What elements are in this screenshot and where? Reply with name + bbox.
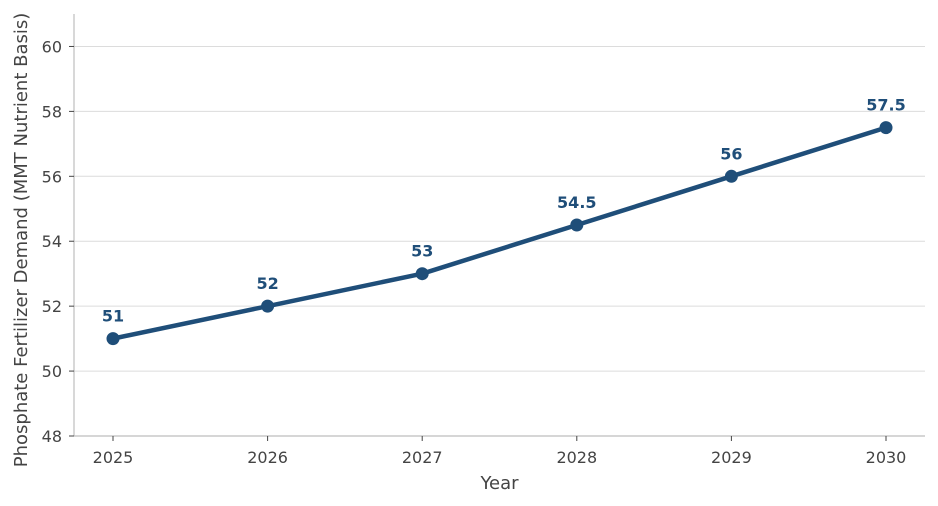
y-tick-label: 52 [42, 297, 62, 316]
x-tick-label: 2025 [93, 448, 134, 467]
y-tick-label: 50 [42, 362, 62, 381]
data-label: 53 [411, 242, 433, 261]
data-point [879, 121, 893, 135]
data-label: 52 [256, 274, 278, 293]
y-tick-label: 56 [42, 167, 62, 186]
gridlines [74, 45, 925, 372]
data-label: 54.5 [557, 193, 596, 212]
data-label: 56 [720, 144, 742, 163]
y-tick-label: 48 [42, 427, 62, 446]
series-line [110, 125, 889, 341]
y-tick-label: 58 [42, 102, 62, 121]
y-tick-label: 60 [42, 37, 62, 56]
x-tick-label: 2028 [556, 448, 597, 467]
data-point [261, 299, 275, 313]
series-layer: 51 52 53 54.5 56 57.5 [102, 96, 906, 346]
data-point [570, 218, 584, 232]
data-label: 51 [102, 307, 124, 326]
x-axis-ticks: 2025 2026 2027 2028 2029 2030 [93, 436, 907, 467]
data-point [724, 169, 738, 183]
x-tick-label: 2026 [247, 448, 288, 467]
y-axis-ticks: 48 50 52 54 56 58 60 [42, 37, 74, 446]
x-tick-label: 2029 [711, 448, 752, 467]
y-tick-label: 54 [42, 232, 62, 251]
data-label: 57.5 [866, 96, 905, 115]
data-point [106, 332, 120, 346]
x-axis-title: Year [479, 473, 519, 494]
data-point [415, 267, 429, 281]
x-tick-label: 2030 [866, 448, 907, 467]
y-axis-title: Phosphate Fertilizer Demand (MMT Nutrien… [11, 13, 32, 468]
x-tick-label: 2027 [402, 448, 443, 467]
